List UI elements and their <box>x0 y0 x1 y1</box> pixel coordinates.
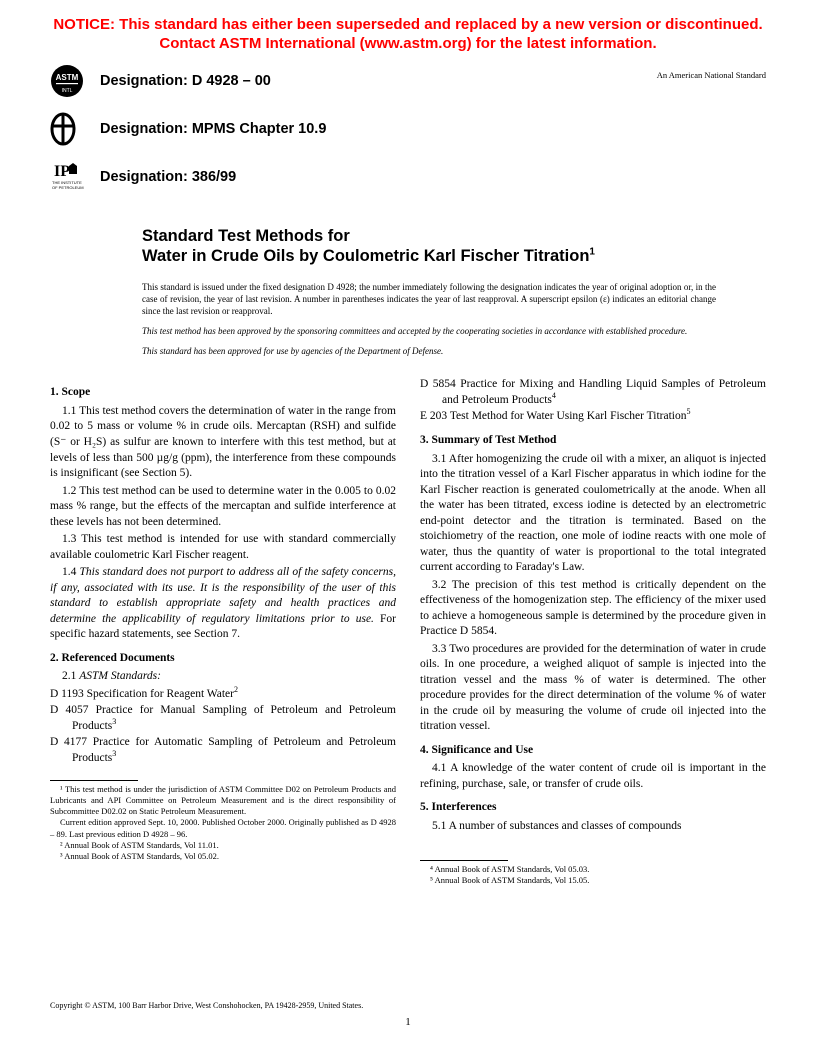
svg-text:ASTM: ASTM <box>56 73 79 82</box>
copyright-line: Copyright © ASTM, 100 Barr Harbor Drive,… <box>50 1001 363 1010</box>
ref-d5854-text: D 5854 Practice for Mixing and Handling … <box>420 378 766 406</box>
notice-banner: NOTICE: This standard has either been su… <box>50 16 766 54</box>
ref-d1193-text: D 1193 Specification for Reagent Water <box>50 688 234 700</box>
para-1-2: 1.2 This test method can be used to dete… <box>50 484 396 531</box>
ref-e203: E 203 Test Method for Water Using Karl F… <box>420 409 766 425</box>
fn3: ³ Annual Book of ASTM Standards, Vol 05.… <box>50 851 396 862</box>
svg-text:INTL: INTL <box>62 88 73 94</box>
fn4-text: ⁴ Annual Book of ASTM Standards, Vol 05.… <box>430 864 589 874</box>
notice-line2: Contact ASTM International (www.astm.org… <box>50 35 766 54</box>
ref-d1193-sup: 2 <box>234 685 238 694</box>
para-2-1-italic: ASTM Standards: <box>79 670 161 682</box>
intro-p3: This standard has been approved for use … <box>142 345 716 357</box>
title-line2: Water in Crude Oils by Coulometric Karl … <box>142 247 589 265</box>
ref-e203-sup: 5 <box>686 408 690 417</box>
footnotes-left: ¹ This test method is under the jurisdic… <box>50 784 396 861</box>
designation-api: Designation: MPMS Chapter 10.9 <box>50 112 766 146</box>
para-3-2: 3.2 The precision of this test method is… <box>420 578 766 640</box>
designation-ip: IP THE INSTITUTE OF PETROLEUM Designatio… <box>50 160 766 194</box>
para-4-1: 4.1 A knowledge of the water content of … <box>420 761 766 792</box>
designation-ip-text: Designation: 386/99 <box>100 169 236 185</box>
footnotes-right: ⁴ Annual Book of ASTM Standards, Vol 05.… <box>420 864 766 886</box>
fn3-text: ³ Annual Book of ASTM Standards, Vol 05.… <box>60 851 219 861</box>
fn2: ² Annual Book of ASTM Standards, Vol 11.… <box>50 840 396 851</box>
section-2-head: 2. Referenced Documents <box>50 651 396 667</box>
ref-d4057-sup: 3 <box>112 717 116 726</box>
fn2-text: ² Annual Book of ASTM Standards, Vol 11.… <box>60 840 219 850</box>
body-columns: 1. Scope 1.1 This test method covers the… <box>50 377 766 886</box>
section-5-head: 5. Interferences <box>420 800 766 816</box>
page-title: Standard Test Methods for Water in Crude… <box>142 226 736 267</box>
footnote-rule-right <box>420 860 508 861</box>
fn4: ⁴ Annual Book of ASTM Standards, Vol 05.… <box>420 864 766 875</box>
para-1-4-italic: This standard does not purport to addres… <box>50 566 396 625</box>
svg-text:OF PETROLEUM: OF PETROLEUM <box>52 185 84 190</box>
intro-notes: This standard is issued under the fixed … <box>142 281 716 358</box>
title-line1: Standard Test Methods for <box>142 227 350 245</box>
ref-d4177: D 4177 Practice for Automatic Sampling o… <box>50 735 396 766</box>
fn5-text: ⁵ Annual Book of ASTM Standards, Vol 15.… <box>430 875 589 885</box>
title-super: 1 <box>589 247 595 258</box>
ref-e203-text: E 203 Test Method for Water Using Karl F… <box>420 410 686 422</box>
section-3-head: 3. Summary of Test Method <box>420 433 766 449</box>
notice-line1: NOTICE: This standard has either been su… <box>50 16 766 35</box>
svg-text:IP: IP <box>54 163 70 180</box>
ref-d5854-sup: 4 <box>552 391 556 400</box>
fn5: ⁵ Annual Book of ASTM Standards, Vol 15.… <box>420 875 766 886</box>
fn1b: Current edition approved Sept. 10, 2000.… <box>50 817 396 839</box>
para-2-1: 2.1 ASTM Standards: <box>50 669 396 685</box>
para-5-1: 5.1 A number of substances and classes o… <box>420 819 766 835</box>
para-1-4: 1.4 This standard does not purport to ad… <box>50 565 396 643</box>
section-1-head: 1. Scope <box>50 385 396 401</box>
para-1-3: 1.3 This test method is intended for use… <box>50 532 396 563</box>
designation-astm-text: Designation: D 4928 – 00 <box>100 73 271 89</box>
designations-block: ASTM INTL Designation: D 4928 – 00 An Am… <box>50 64 766 194</box>
para-3-1: 3.1 After homogenizing the crude oil wit… <box>420 452 766 576</box>
ref-d4057-text: D 4057 Practice for Manual Sampling of P… <box>50 704 396 732</box>
section-4-head: 4. Significance and Use <box>420 743 766 759</box>
ref-d4057: D 4057 Practice for Manual Sampling of P… <box>50 703 396 734</box>
page-number: 1 <box>405 1016 411 1028</box>
ref-d5854: D 5854 Practice for Mixing and Handling … <box>420 377 766 408</box>
fn1: ¹ This test method is under the jurisdic… <box>50 784 396 817</box>
footnote-rule-left <box>50 780 138 781</box>
astm-logo-icon: ASTM INTL <box>50 64 94 98</box>
ref-d4177-sup: 3 <box>112 749 116 758</box>
national-standard-note: An American National Standard <box>657 70 766 80</box>
para-1-1: 1.1 This test method covers the determin… <box>50 404 396 482</box>
api-logo-icon <box>50 112 94 146</box>
para-1-4-lead: 1.4 <box>62 566 80 578</box>
para-3-3: 3.3 Two procedures are provided for the … <box>420 642 766 735</box>
ref-d1193: D 1193 Specification for Reagent Water2 <box>50 687 396 703</box>
title-block: Standard Test Methods for Water in Crude… <box>142 226 736 267</box>
intro-p2: This test method has been approved by th… <box>142 325 716 337</box>
ref-d4177-text: D 4177 Practice for Automatic Sampling o… <box>50 736 396 764</box>
para-2-1-lead: 2.1 <box>62 670 79 682</box>
ip-logo-icon: IP THE INSTITUTE OF PETROLEUM <box>50 160 94 194</box>
designation-astm: ASTM INTL Designation: D 4928 – 00 An Am… <box>50 64 766 98</box>
left-column: 1. Scope 1.1 This test method covers the… <box>50 377 396 886</box>
intro-p1: This standard is issued under the fixed … <box>142 281 716 317</box>
designation-api-text: Designation: MPMS Chapter 10.9 <box>100 121 326 137</box>
right-column: D 5854 Practice for Mixing and Handling … <box>420 377 766 886</box>
